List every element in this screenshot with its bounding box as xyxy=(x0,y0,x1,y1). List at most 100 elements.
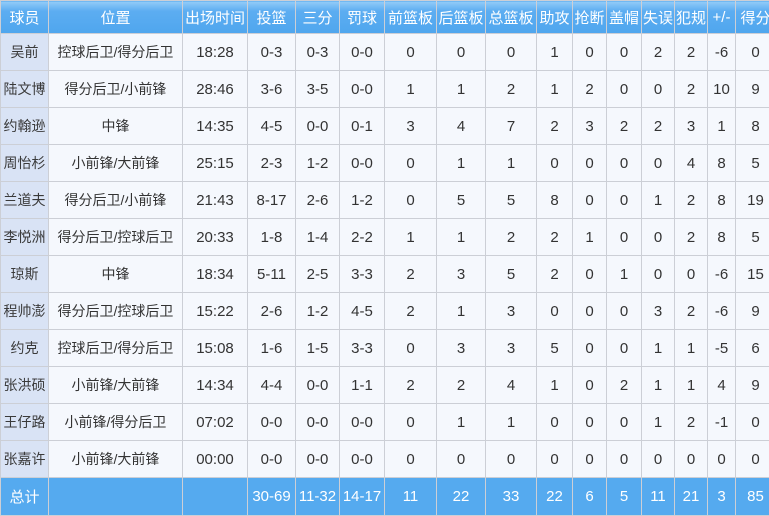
fg-cell: 5-11 xyxy=(247,255,296,293)
minutes-cell: 21:43 xyxy=(182,181,248,219)
minutes-cell: 14:34 xyxy=(182,366,248,404)
player-row: 吴前 控球后卫/得分后卫 18:28 0-3 0-3 0-0 0 0 0 1 0 0 2 2 -6 0 xyxy=(0,33,769,71)
stats-table-body: 吴前 控球后卫/得分后卫 18:28 0-3 0-3 0-0 0 0 0 1 0 0 2 2 -6 0 陆文博得… xyxy=(0,33,769,478)
fg-cell: 2-6 xyxy=(247,292,296,330)
ft-cell: 0-0 xyxy=(339,144,385,182)
dreb-cell: 1 xyxy=(436,403,486,441)
pts-cell: 5 xyxy=(735,144,769,182)
ast-cell: 1 xyxy=(536,33,573,71)
blk-cell: 0 xyxy=(606,218,642,256)
player-name-cell: 张嘉许 xyxy=(0,440,49,478)
pf-cell: 0 xyxy=(674,255,708,293)
dreb-cell: 1 xyxy=(436,70,486,108)
fg-cell: 4-4 xyxy=(247,366,296,404)
plusminus-cell: 1 xyxy=(707,107,736,145)
minutes-cell: 15:22 xyxy=(182,292,248,330)
oreb-cell: 0 xyxy=(384,33,437,71)
treb-cell: 2 xyxy=(485,70,537,108)
total-oreb-cell: 11 xyxy=(384,477,437,516)
3pt-cell: 3-5 xyxy=(295,70,340,108)
blk-cell: 0 xyxy=(606,33,642,71)
oreb-cell: 0 xyxy=(384,440,437,478)
stl-cell: 0 xyxy=(572,329,607,367)
ast-cell: 0 xyxy=(536,403,573,441)
total-pf-cell: 21 xyxy=(674,477,708,516)
ft-cell: 0-0 xyxy=(339,440,385,478)
position-cell: 得分后卫/小前锋 xyxy=(48,181,183,219)
col-header-stl: 抢断 xyxy=(572,0,607,34)
3pt-cell: 0-0 xyxy=(295,366,340,404)
pts-cell: 6 xyxy=(735,329,769,367)
player-row: 张洪硕 小前锋/大前锋 14:34 4-4 0-0 1-1 2 2 4 1 0 2 1 1 4 9 xyxy=(0,366,769,404)
position-cell: 得分后卫/小前锋 xyxy=(48,70,183,108)
pts-cell: 9 xyxy=(735,70,769,108)
pts-cell: 0 xyxy=(735,403,769,441)
ast-cell: 2 xyxy=(536,218,573,256)
player-row: 王仔路 小前锋/得分后卫 07:02 0-0 0-0 0-0 0 1 1 0 0 0 1 2 -1 0 xyxy=(0,403,769,441)
stl-cell: 2 xyxy=(572,70,607,108)
3pt-cell: 1-2 xyxy=(295,144,340,182)
blk-cell: 1 xyxy=(606,255,642,293)
total-plusminus-cell: 3 xyxy=(707,477,736,516)
col-header-pf: 犯规 xyxy=(674,0,708,34)
player-row: 约翰逊 中锋 14:35 4-5 0-0 0-1 3 4 7 2 3 2 2 3 1 8 xyxy=(0,107,769,145)
fg-cell: 0-3 xyxy=(247,33,296,71)
tov-cell: 1 xyxy=(641,329,675,367)
pf-cell: 1 xyxy=(674,366,708,404)
ft-cell: 3-3 xyxy=(339,329,385,367)
col-header-pts: 得分 xyxy=(735,0,769,34)
player-row: 张嘉许 小前锋/大前锋 00:00 0-0 0-0 0-0 0 0 0 0 0 0 0 0 0 0 xyxy=(0,440,769,478)
3pt-cell: 1-4 xyxy=(295,218,340,256)
pf-cell: 1 xyxy=(674,329,708,367)
ast-cell: 0 xyxy=(536,292,573,330)
treb-cell: 0 xyxy=(485,440,537,478)
header-row: 球员 位置 出场时间 投篮 三分 罚球 前篮板 后篮板 总篮板 助攻 抢断 盖帽… xyxy=(0,0,769,34)
blk-cell: 0 xyxy=(606,329,642,367)
treb-cell: 7 xyxy=(485,107,537,145)
position-cell: 得分后卫/控球后卫 xyxy=(48,292,183,330)
treb-cell: 2 xyxy=(485,218,537,256)
tov-cell: 0 xyxy=(641,70,675,108)
tov-cell: 2 xyxy=(641,107,675,145)
player-name-cell: 张洪硕 xyxy=(0,366,49,404)
oreb-cell: 2 xyxy=(384,292,437,330)
total-fg-cell: 30-69 xyxy=(247,477,296,516)
col-header-player: 球员 xyxy=(0,0,49,34)
plusminus-cell: -5 xyxy=(707,329,736,367)
col-header-dreb: 后篮板 xyxy=(436,0,486,34)
ast-cell: 0 xyxy=(536,440,573,478)
fg-cell: 1-6 xyxy=(247,329,296,367)
player-name-cell: 陆文博 xyxy=(0,70,49,108)
ft-cell: 1-2 xyxy=(339,181,385,219)
dreb-cell: 3 xyxy=(436,329,486,367)
tov-cell: 0 xyxy=(641,440,675,478)
pf-cell: 2 xyxy=(674,70,708,108)
stl-cell: 0 xyxy=(572,440,607,478)
col-header-tov: 失误 xyxy=(641,0,675,34)
blk-cell: 0 xyxy=(606,70,642,108)
treb-cell: 4 xyxy=(485,366,537,404)
total-ast-cell: 22 xyxy=(536,477,573,516)
player-name-cell: 周怡杉 xyxy=(0,144,49,182)
treb-cell: 3 xyxy=(485,292,537,330)
oreb-cell: 1 xyxy=(384,70,437,108)
treb-cell: 5 xyxy=(485,255,537,293)
ast-cell: 2 xyxy=(536,255,573,293)
player-name-cell: 约克 xyxy=(0,329,49,367)
3pt-cell: 2-5 xyxy=(295,255,340,293)
minutes-cell: 20:33 xyxy=(182,218,248,256)
oreb-cell: 0 xyxy=(384,181,437,219)
total-tov-cell: 11 xyxy=(641,477,675,516)
dreb-cell: 0 xyxy=(436,33,486,71)
tov-cell: 1 xyxy=(641,181,675,219)
treb-cell: 3 xyxy=(485,329,537,367)
oreb-cell: 0 xyxy=(384,329,437,367)
col-header-position: 位置 xyxy=(48,0,183,34)
oreb-cell: 1 xyxy=(384,218,437,256)
3pt-cell: 1-5 xyxy=(295,329,340,367)
col-header-blk: 盖帽 xyxy=(606,0,642,34)
blk-cell: 0 xyxy=(606,403,642,441)
dreb-cell: 1 xyxy=(436,292,486,330)
position-cell: 控球后卫/得分后卫 xyxy=(48,33,183,71)
tov-cell: 1 xyxy=(641,403,675,441)
